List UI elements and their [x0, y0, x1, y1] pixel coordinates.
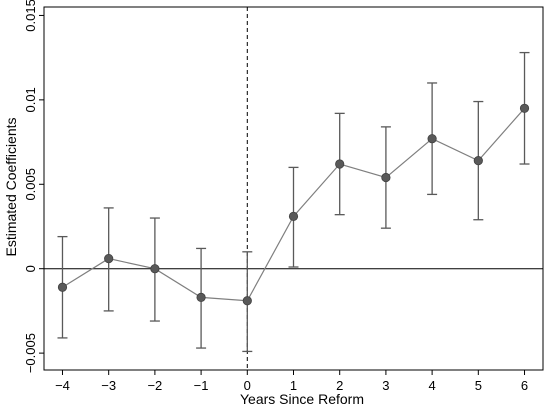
data-point [288, 211, 299, 221]
x-tick-label: −1 [194, 378, 209, 393]
data-series [57, 51, 530, 353]
y-tick-label: −0.005 [23, 333, 38, 373]
data-point [335, 159, 345, 169]
y-tick-label: 0.01 [23, 87, 38, 112]
x-tick-label: −2 [147, 378, 162, 393]
data-point [104, 253, 114, 264]
data-point [473, 156, 483, 166]
x-tick-label: 6 [521, 378, 528, 393]
y-tick-label: 0 [23, 265, 38, 272]
x-tick-label: 4 [428, 378, 435, 393]
y-tick-label: 0.005 [23, 168, 38, 201]
axes: −4 −3 −2 −1 0 1 2 3 4 5 6 −0.005 0 0.005 0.01 0.015 [23, 0, 544, 393]
x-axis-label: Years Since Reform [240, 391, 364, 407]
x-tick-label: 5 [475, 378, 482, 393]
x-tick-label: −4 [55, 378, 70, 393]
data-point [427, 134, 437, 144]
data-point [519, 103, 530, 113]
data-point [381, 172, 391, 183]
data-point [57, 282, 68, 292]
x-tick-label: 3 [382, 378, 389, 393]
x-tick-label: 1 [290, 378, 297, 393]
x-tick-label: 2 [336, 378, 343, 393]
x-tick-label: −3 [101, 378, 116, 393]
data-point [242, 296, 252, 306]
y-tick-label: 0.015 [23, 0, 38, 32]
data-point [150, 264, 160, 274]
data-point [196, 292, 206, 302]
y-axis-label: Estimated Coefficients [3, 117, 19, 256]
x-tick-label: 0 [244, 378, 251, 393]
